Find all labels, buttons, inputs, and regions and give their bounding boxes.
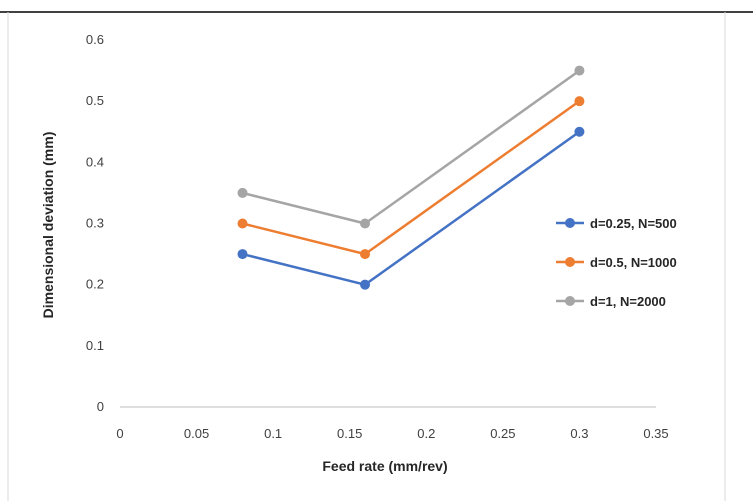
legend-marker bbox=[565, 296, 575, 306]
data-point bbox=[360, 279, 371, 290]
x-tick-label: 0 bbox=[116, 426, 123, 441]
x-tick-label: 0.3 bbox=[570, 426, 588, 441]
x-axis: 0 0.05 0.1 0.15 0.2 0.25 0.3 0.35 bbox=[116, 406, 669, 441]
y-tick-label: 0.6 bbox=[86, 32, 104, 47]
x-tick-label: 0.15 bbox=[337, 426, 362, 441]
series-line-1 bbox=[241, 130, 581, 286]
legend-label: d=0.5, N=1000 bbox=[590, 255, 677, 270]
data-point bbox=[237, 218, 248, 229]
legend-label: d=0.25, N=500 bbox=[590, 216, 677, 231]
x-tick-label: 0.35 bbox=[643, 426, 668, 441]
data-point bbox=[574, 65, 585, 76]
y-tick-label: 0.1 bbox=[86, 338, 104, 353]
legend: d=0.25, N=500 d=0.5, N=1000 d=1, N=2000 bbox=[556, 216, 677, 309]
x-tick-label: 0.05 bbox=[184, 426, 209, 441]
x-tick-label: 0.1 bbox=[264, 426, 282, 441]
legend-marker bbox=[565, 257, 575, 267]
y-axis: 0 0.1 0.2 0.3 0.4 0.5 0.6 bbox=[86, 32, 104, 414]
legend-marker bbox=[565, 218, 575, 228]
x-axis-title: Feed rate (mm/rev) bbox=[322, 458, 447, 474]
data-point bbox=[237, 249, 248, 260]
series-line-3 bbox=[241, 69, 581, 225]
series-line-2 bbox=[241, 99, 581, 256]
data-point bbox=[360, 249, 371, 260]
y-tick-label: 0.2 bbox=[86, 277, 104, 292]
x-tick-label: 0.2 bbox=[417, 426, 435, 441]
data-point bbox=[574, 96, 585, 107]
legend-label: d=1, N=2000 bbox=[590, 294, 666, 309]
x-tick-label: 0.25 bbox=[490, 426, 515, 441]
data-point bbox=[360, 218, 371, 229]
series-lines bbox=[237, 65, 585, 290]
y-tick-label: 0 bbox=[97, 399, 104, 414]
y-tick-label: 0.3 bbox=[86, 216, 104, 231]
y-tick-label: 0.5 bbox=[86, 93, 104, 108]
data-point bbox=[574, 126, 585, 137]
y-tick-label: 0.4 bbox=[86, 154, 104, 169]
data-point bbox=[237, 187, 248, 198]
y-axis-title: Dimensional deviation (mm) bbox=[40, 132, 56, 319]
